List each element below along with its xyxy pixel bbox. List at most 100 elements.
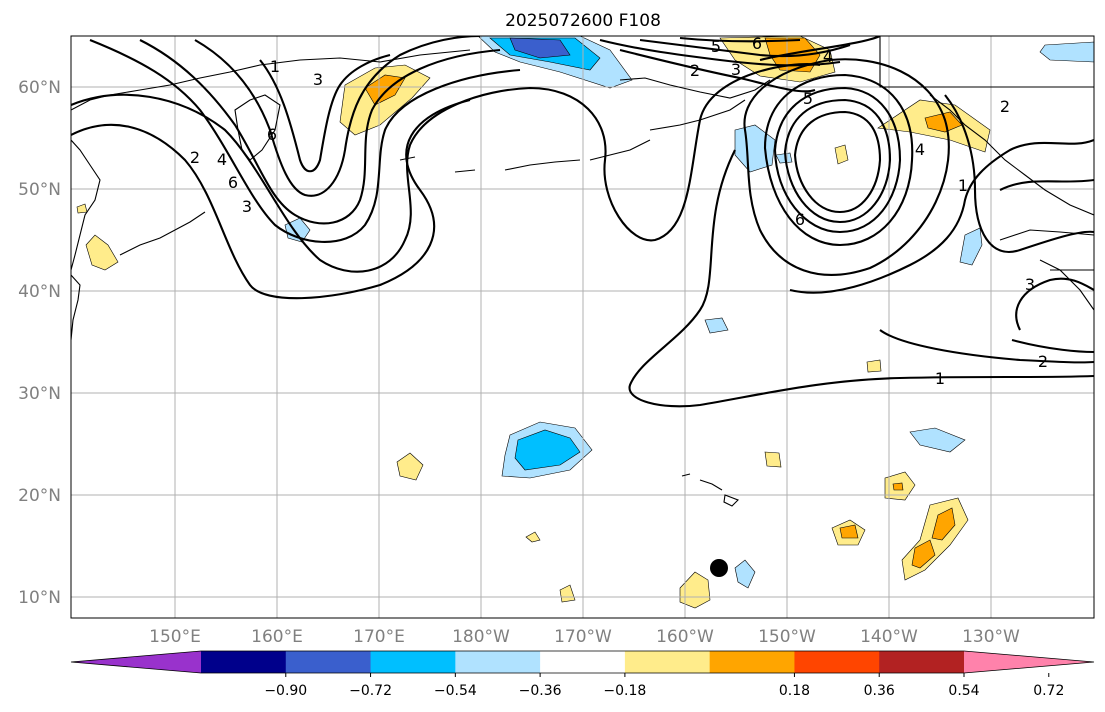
contour-label: 2 [190, 148, 200, 167]
map-panel: 1 1 2 2 3 3 4 4 5 6 6 6 2 3 4 5 6 1 2 3 [71, 34, 1094, 618]
contour-label: 3 [242, 197, 252, 216]
lat-label: 20°N [18, 486, 61, 506]
contour-line [763, 73, 914, 247]
lon-label: 160°E [251, 627, 303, 647]
contour-line [259, 53, 391, 173]
colorbar-segment [794, 651, 880, 673]
colorbar-tick-label: −0.18 [603, 683, 646, 699]
colorbar-segment [285, 651, 372, 673]
contour-label: 6 [752, 34, 762, 53]
contour-label: 3 [731, 60, 741, 79]
contour-line [743, 58, 950, 276]
lat-label: 50°N [18, 180, 61, 200]
colorbar [70, 650, 1095, 674]
positive-anomaly-shading [396, 452, 424, 481]
negative-anomaly-shading [514, 429, 581, 471]
contour-label: 4 [915, 140, 925, 159]
contour-line [679, 36, 801, 43]
colorbar-tick-label: 0.54 [948, 683, 979, 699]
contour-line [599, 38, 841, 67]
contour-label: 5 [803, 89, 813, 108]
contour-label: 3 [1025, 275, 1035, 294]
colorbar-tick-label: −0.90 [264, 683, 307, 699]
positive-anomaly-shading [525, 531, 541, 543]
contour-label: 3 [313, 70, 323, 89]
contour-label: 6 [267, 125, 277, 144]
positive-anomaly-shading [764, 451, 782, 468]
positive-anomaly-shading [679, 571, 711, 609]
contour-line [628, 149, 1094, 408]
contour-line [1011, 338, 1094, 354]
negative-anomaly-shading [959, 227, 983, 266]
colorbar-extension-low [71, 651, 201, 673]
lon-label: 170°E [353, 627, 405, 647]
lat-label: 10°N [18, 588, 61, 608]
contour-line [759, 36, 881, 62]
colorbar-tick-label: −0.72 [349, 683, 392, 699]
positive-anomaly-shading [931, 507, 956, 541]
contour-label: 2 [1038, 352, 1048, 371]
lon-label: 130°W [962, 627, 1020, 647]
contour-label: 5 [711, 37, 721, 56]
contour-label: 2 [690, 61, 700, 80]
lon-label: 150°E [149, 627, 201, 647]
contour-line [71, 98, 471, 300]
positive-anomaly-shading [839, 524, 859, 539]
colorbar-tick-label: 0.36 [864, 683, 895, 699]
contour-line [879, 329, 1094, 364]
shaded-anomalies [76, 36, 1094, 609]
contour-line [639, 38, 851, 58]
colorbar-segment [455, 651, 541, 673]
colorbar-segment [709, 651, 795, 673]
contour-line [773, 86, 902, 234]
colorbar-extension-high [964, 651, 1094, 673]
positive-anomaly-shading [559, 584, 576, 603]
positive-anomaly-shading [892, 482, 904, 491]
lat-label: 30°N [18, 384, 61, 404]
lon-label: 160°W [656, 627, 714, 647]
colorbar-tick-label: −0.36 [519, 683, 562, 699]
colorbar-tick-label: −0.54 [434, 683, 477, 699]
contour-label: 4 [217, 150, 227, 169]
contour-line [789, 139, 1094, 294]
latitude-labels: 60°N 50°N 40°N 30°N 20°N 10°N [18, 78, 61, 608]
lat-label: 60°N [18, 78, 61, 98]
longitude-labels: 150°E 160°E 170°E 180°W 170°W 160°W 150°… [149, 627, 1020, 647]
contour-label: 2 [1000, 97, 1010, 116]
colorbar-outline [70, 650, 1095, 674]
contour-line [619, 48, 816, 93]
lon-label: 150°W [758, 627, 816, 647]
colorbar-segment [879, 651, 965, 673]
negative-anomaly-shading [1039, 41, 1094, 63]
contour-labels: 1 1 2 2 3 3 4 4 5 6 6 6 2 3 4 5 6 1 2 3 [190, 34, 1048, 388]
negative-anomaly-shading [909, 427, 966, 453]
map-title: 2025072600 F108 [505, 11, 661, 31]
contour-label: 4 [823, 47, 833, 66]
contour-label: 1 [270, 57, 280, 76]
positive-anomaly-shading [866, 359, 882, 373]
negative-anomaly-shading [509, 37, 571, 59]
positive-anomaly-shading [924, 111, 963, 133]
positive-anomaly-shading [834, 144, 849, 165]
colorbar-segment [624, 651, 711, 673]
contour-line [89, 39, 521, 243]
colorbar-tick-label: 0.18 [779, 683, 810, 699]
contour-line [194, 36, 481, 197]
contour-line [793, 110, 882, 214]
colorbar-ticks: −0.90 −0.72 −0.54 −0.36 −0.18 0.18 0.36 0.54 0.7… [264, 673, 1064, 699]
map-frame [70, 35, 1095, 619]
contour-label: 1 [958, 176, 968, 195]
colorbar-segment [201, 651, 287, 673]
lon-label: 170°W [554, 627, 612, 647]
contour-line [1015, 277, 1094, 331]
lat-label: 40°N [18, 282, 61, 302]
lon-label: 180°W [452, 627, 510, 647]
contours [71, 36, 1094, 408]
contour-line [999, 178, 1094, 191]
positive-anomaly-shading [911, 539, 936, 569]
colorbar-segment [540, 651, 626, 673]
colorbar-tick-label: 0.72 [1033, 683, 1064, 699]
coastlines [71, 36, 1094, 507]
contour-label: 1 [935, 369, 945, 388]
